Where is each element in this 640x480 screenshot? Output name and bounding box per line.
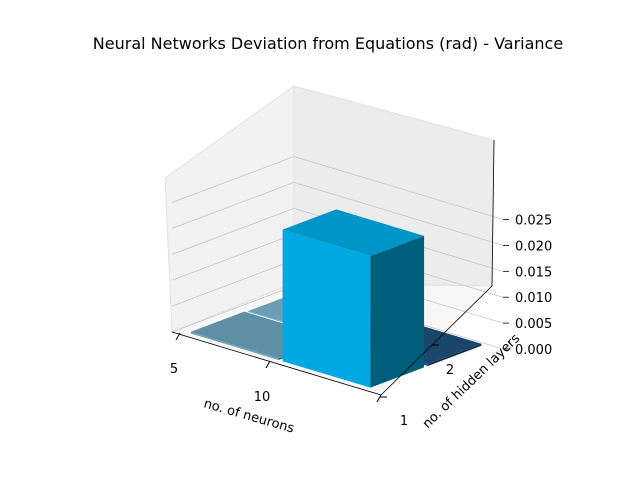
z-gridline <box>293 156 504 220</box>
bar-side-face <box>370 235 425 388</box>
bar <box>282 209 425 388</box>
y-tick-label: 2 <box>446 363 454 378</box>
x-axis-line <box>171 331 382 396</box>
bars-group <box>190 209 482 388</box>
z-gridline <box>171 233 295 281</box>
z-tick-label: 0.000 <box>515 343 552 358</box>
z-gridline <box>171 156 295 203</box>
z-gridline <box>171 285 295 333</box>
x-tick-mark <box>376 394 382 403</box>
x-tick-label: 5 <box>170 362 178 377</box>
x-axis-label: no. of neurons <box>202 396 296 436</box>
bar-front-face <box>282 229 371 388</box>
x-tick-label: 10 <box>254 390 271 405</box>
chart-title: Neural Networks Deviation from Equations… <box>93 34 563 53</box>
z-gridline <box>171 182 295 229</box>
z-gridline <box>171 207 295 255</box>
bar-front-face <box>190 331 279 360</box>
z-axis-line <box>491 139 495 287</box>
z-ticks: 0.000 0.005 0.010 0.015 0.020 0.025 <box>503 214 552 358</box>
z-gridline <box>171 259 295 307</box>
z-tick-label: 0.020 <box>515 239 552 254</box>
bar-side-face <box>427 343 482 367</box>
x-tick-mark <box>265 360 271 369</box>
z-tick-label: 0.010 <box>515 291 552 306</box>
y-tick-label: 1 <box>400 414 408 429</box>
z-gridline <box>293 182 504 246</box>
z-tick-label: 0.015 <box>515 265 552 280</box>
z-tick-label: 0.005 <box>515 317 552 332</box>
z-tick-label: 0.025 <box>515 214 552 229</box>
x-tick-mark <box>175 332 181 341</box>
bar-top-face <box>282 209 425 257</box>
y-axis-line <box>380 285 493 396</box>
